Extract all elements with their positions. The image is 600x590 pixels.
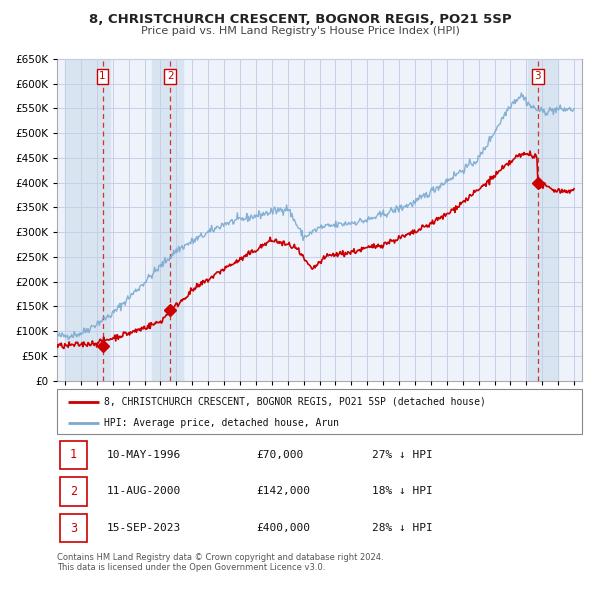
Bar [528,59,558,381]
Bar [65,59,110,381]
Text: 1: 1 [99,71,106,81]
Text: 11-AUG-2000: 11-AUG-2000 [107,487,181,496]
Text: HPI: Average price, detached house, Arun: HPI: Average price, detached house, Arun [104,418,339,428]
Text: £142,000: £142,000 [257,487,311,496]
Text: This data is licensed under the Open Government Licence v3.0.: This data is licensed under the Open Gov… [57,563,325,572]
FancyBboxPatch shape [59,441,87,469]
Text: 10-MAY-1996: 10-MAY-1996 [107,450,181,460]
Text: 28% ↓ HPI: 28% ↓ HPI [372,523,433,533]
Bar [152,59,182,381]
Text: 3: 3 [70,522,77,535]
FancyBboxPatch shape [59,477,87,506]
Text: 15-SEP-2023: 15-SEP-2023 [107,523,181,533]
Text: 8, CHRISTCHURCH CRESCENT, BOGNOR REGIS, PO21 5SP (detached house): 8, CHRISTCHURCH CRESCENT, BOGNOR REGIS, … [104,397,486,407]
Text: £70,000: £70,000 [257,450,304,460]
FancyBboxPatch shape [59,514,87,542]
Text: 18% ↓ HPI: 18% ↓ HPI [372,487,433,496]
Text: 8, CHRISTCHURCH CRESCENT, BOGNOR REGIS, PO21 5SP: 8, CHRISTCHURCH CRESCENT, BOGNOR REGIS, … [89,13,511,26]
Text: Price paid vs. HM Land Registry's House Price Index (HPI): Price paid vs. HM Land Registry's House … [140,26,460,36]
Text: £400,000: £400,000 [257,523,311,533]
Text: 27% ↓ HPI: 27% ↓ HPI [372,450,433,460]
Text: 2: 2 [70,485,77,498]
Text: 1: 1 [70,448,77,461]
Text: Contains HM Land Registry data © Crown copyright and database right 2024.: Contains HM Land Registry data © Crown c… [57,553,383,562]
Text: 2: 2 [167,71,173,81]
FancyBboxPatch shape [57,389,582,434]
Text: 3: 3 [535,71,541,81]
